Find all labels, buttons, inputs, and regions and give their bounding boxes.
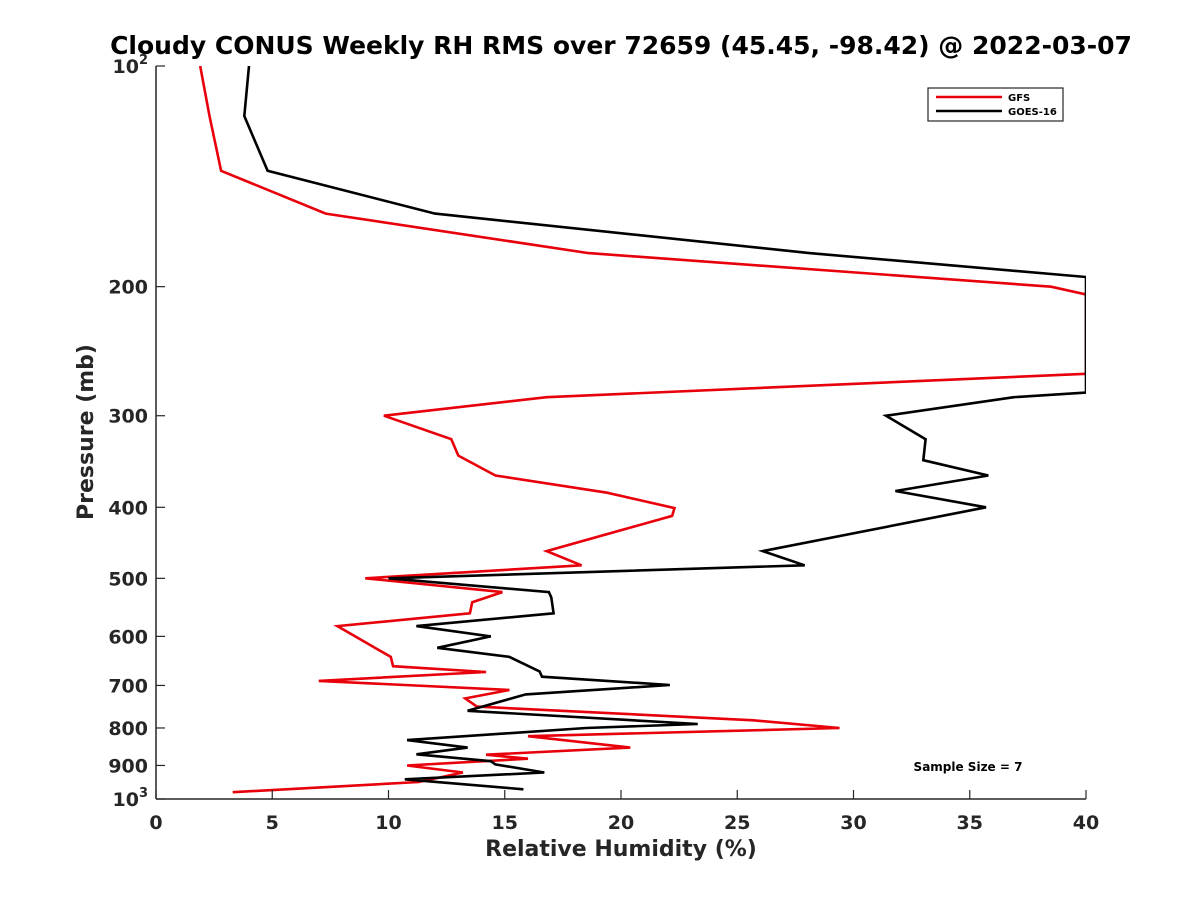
y-tick-label: 400 (108, 497, 148, 519)
y-tick-label: 900 (108, 755, 148, 777)
y-tick-label: 103 (113, 786, 149, 811)
y-tick-label: 600 (108, 626, 148, 648)
legend-label: GOES-16 (1008, 107, 1057, 118)
legend-label: GFS (1008, 93, 1030, 104)
series-line-goes-16 (242, 66, 1086, 791)
y-tick-label: 800 (108, 718, 148, 740)
y-tick-label: 500 (108, 568, 148, 590)
y-tick-label: 102 (113, 53, 149, 78)
x-tick-label: 35 (957, 812, 983, 834)
y-axis-label: Pressure (mb) (74, 344, 99, 520)
plot-area: 0 5 10 15 20 25 30 35 40 102 200 300 400 500 600 700 800… (108, 53, 1099, 834)
x-axis-label: Relative Humidity (%) (485, 837, 757, 862)
sample-size-annotation: Sample Size = 7 (914, 760, 1023, 774)
x-tick-label: 25 (724, 812, 750, 834)
y-tick-label: 300 (108, 406, 148, 428)
x-tick-label: 0 (149, 812, 162, 834)
series-line-gfs (198, 66, 1086, 794)
x-tick-label: 5 (266, 812, 279, 834)
x-tick-label: 10 (375, 812, 401, 834)
y-tick-label: 700 (108, 675, 148, 697)
x-tick-label: 30 (840, 812, 866, 834)
legend: GFS GOES-16 (927, 87, 1064, 122)
chart-title: Cloudy CONUS Weekly RH RMS over 72659 (4… (110, 31, 1132, 60)
x-tick-label: 20 (608, 812, 634, 834)
x-tick-label: 15 (492, 812, 518, 834)
legend-box (927, 87, 1064, 122)
x-tick-label: 40 (1073, 812, 1099, 834)
y-tick-label: 200 (108, 277, 148, 299)
